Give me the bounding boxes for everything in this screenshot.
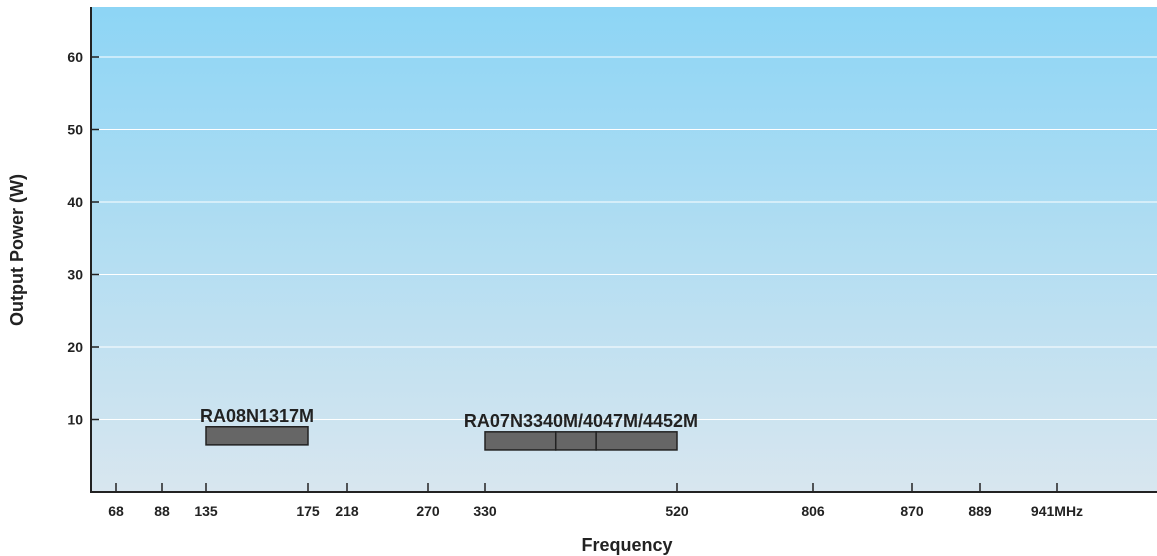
- band-bar: [554, 431, 597, 451]
- x-tick-label: 941MHz: [1031, 503, 1083, 519]
- gridlines: [92, 56, 1157, 420]
- frequency-bands: RA08N1317M RA07N3340M/4047M/4452M: [200, 406, 698, 451]
- band-group: RA08N1317M: [200, 406, 314, 446]
- y-tick-label: 30: [67, 267, 83, 283]
- band-group: RA07N3340M/4047M/4452M: [464, 411, 698, 451]
- band-bar: [484, 431, 557, 451]
- x-tick-label: 806: [801, 503, 825, 519]
- x-tick-label: 218: [335, 503, 359, 519]
- band-label: RA07N3340M/4047M/4452M: [464, 411, 698, 431]
- x-tick-label: 330: [473, 503, 497, 519]
- band-label: RA08N1317M: [200, 406, 314, 426]
- x-tick-label: 270: [416, 503, 440, 519]
- y-tick-label: 10: [67, 412, 83, 428]
- y-tick-label: 50: [67, 122, 83, 138]
- x-tick-label: 68: [108, 503, 124, 519]
- y-tick-label: 40: [67, 194, 83, 210]
- band-bar: [595, 431, 678, 451]
- y-axis-title: Output Power (W): [7, 174, 27, 326]
- x-tick-label: 135: [194, 503, 218, 519]
- x-tick-label: 889: [968, 503, 992, 519]
- y-tick-label: 20: [67, 339, 83, 355]
- y-axis-ticks: 10 20 30 40 50 60: [67, 49, 99, 428]
- x-tick-label: 175: [296, 503, 320, 519]
- x-axis-ticks: 68 88 135 175 218 270 330 520 806 870 889 941MHz: [108, 483, 1083, 519]
- y-tick-label: 60: [67, 49, 83, 65]
- plot-area: [91, 7, 1157, 492]
- x-axis-title: Frequency: [581, 535, 672, 555]
- x-tick-label: 520: [665, 503, 689, 519]
- x-tick-label: 88: [154, 503, 170, 519]
- band-bar: [205, 426, 309, 446]
- x-tick-label: 870: [900, 503, 924, 519]
